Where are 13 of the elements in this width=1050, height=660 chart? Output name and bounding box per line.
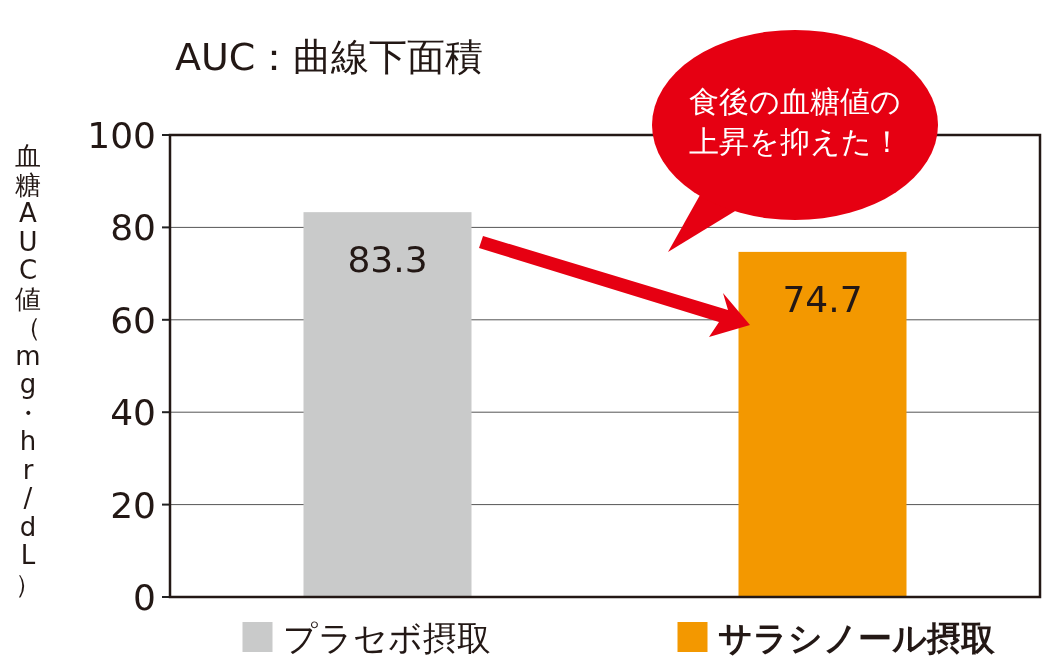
data-label: 74.7 [782, 278, 863, 320]
y-tick-label: 0 [133, 577, 156, 618]
text: 血糖AUC値（mg・hr/dL） [15, 141, 41, 599]
data-label: 83.3 [347, 239, 428, 281]
y-tick-label: 60 [110, 299, 156, 341]
annotation: 食後の血糖値の上昇を抑えた！ [688, 84, 902, 159]
chart-title: AUC：曲線下面積 [175, 35, 484, 79]
y-tick-label: 40 [110, 392, 156, 434]
y-tick-label: 80 [110, 207, 156, 249]
x-tick-label: プラセボ摂取 [282, 618, 491, 658]
y-tick-label: 20 [110, 484, 156, 526]
x-tick-label: サラシノール摂取 [717, 618, 996, 658]
y-tick-label: 100 [87, 115, 156, 156]
